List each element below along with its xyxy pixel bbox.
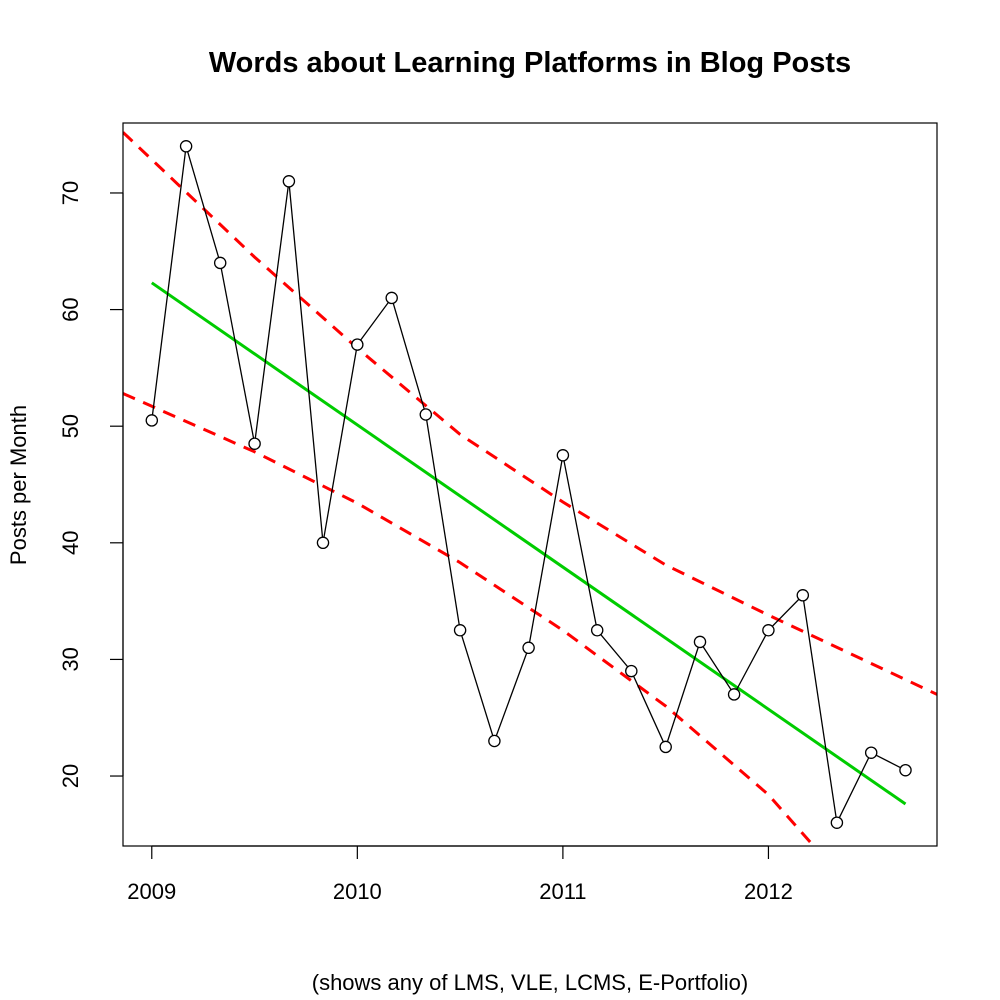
trend-line-1 <box>150 281 907 806</box>
data-point <box>762 624 775 637</box>
data-point <box>796 589 810 602</box>
data-point <box>179 140 193 153</box>
data-point <box>590 624 604 637</box>
data-point <box>659 740 672 754</box>
data-point <box>864 746 878 759</box>
data-line-0 <box>151 146 906 825</box>
y-tick-label: 40 <box>58 531 83 555</box>
confidence-band-line-3 <box>123 392 815 846</box>
data-point <box>830 816 844 829</box>
x-tick-label: 2012 <box>744 879 793 904</box>
y-tick-label: 70 <box>58 181 83 205</box>
y-tick-label: 30 <box>58 647 83 671</box>
data-point <box>899 763 912 777</box>
chart-title: Words about Learning Platforms in Blog P… <box>209 47 851 79</box>
data-point <box>145 414 159 427</box>
data-point <box>419 408 433 421</box>
data-point <box>693 635 707 649</box>
data-point <box>213 256 227 270</box>
y-tick-label: 60 <box>58 297 83 321</box>
axes-layer: 2009 2010 2011 2012 20 30 40 50 60 70 <box>58 181 793 904</box>
data-point <box>625 664 638 678</box>
x-tick-label: 2011 <box>539 879 586 904</box>
y-tick-label: 50 <box>58 414 83 438</box>
data-point <box>385 291 398 305</box>
plot-frame <box>122 122 938 847</box>
data-point <box>316 536 330 550</box>
data-point <box>727 688 741 701</box>
data-point <box>282 175 296 188</box>
plot-layer <box>123 131 937 846</box>
series-group <box>123 131 937 846</box>
data-point <box>351 338 364 351</box>
data-point <box>453 624 467 637</box>
y-axis-label: Posts per Month <box>6 405 31 565</box>
y-tick-label: 20 <box>58 764 83 788</box>
x-tick-label: 2010 <box>333 879 382 904</box>
data-point <box>522 641 535 655</box>
confidence-band-line-2 <box>123 131 937 696</box>
x-axis-label: (shows any of LMS, VLE, LCMS, E-Portfoli… <box>312 970 749 995</box>
x-tick-label: 2009 <box>127 879 176 904</box>
data-point <box>556 449 570 462</box>
data-point <box>488 734 501 748</box>
data-point <box>248 437 261 450</box>
